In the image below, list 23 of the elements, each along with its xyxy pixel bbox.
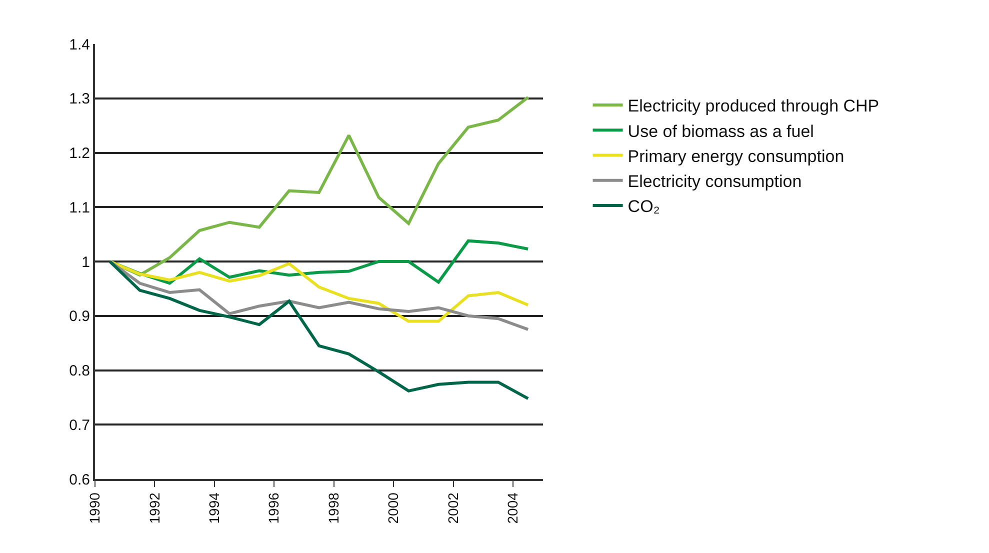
x-tick-label: 2002 (444, 492, 461, 524)
y-tick-label: 1.4 (69, 36, 90, 54)
x-tick-label: 1994 (206, 492, 222, 524)
x-tick-label: 1998 (325, 492, 342, 524)
legend-label: Electricity produced through CHP (628, 96, 880, 116)
y-tick-label: 0.6 (69, 471, 90, 488)
x-tick-label: 2004 (504, 492, 521, 524)
x-tick-label: 1990 (86, 492, 103, 524)
y-tick-label: 1 (82, 254, 90, 271)
y-tick-label: 0.8 (69, 362, 90, 380)
x-tick-label: 2000 (385, 492, 402, 524)
legend-label: Electricity consumption (628, 172, 802, 191)
legend-label: Use of biomass as a fuel (628, 122, 814, 141)
y-tick-label: 0.7 (69, 416, 90, 434)
line-series (108, 260, 530, 400)
x-tick-label: 1996 (266, 492, 282, 524)
y-tick-label: 1.3 (69, 90, 90, 108)
x-tick-label: 1992 (146, 492, 162, 524)
y-tick-label: 0.9 (69, 308, 90, 326)
legend-label: CO₂ (628, 197, 660, 216)
y-tick-label: 1.2 (69, 145, 90, 162)
y-tick-label: 1.1 (69, 199, 90, 216)
legend-label: Primary energy consumption (628, 146, 844, 166)
